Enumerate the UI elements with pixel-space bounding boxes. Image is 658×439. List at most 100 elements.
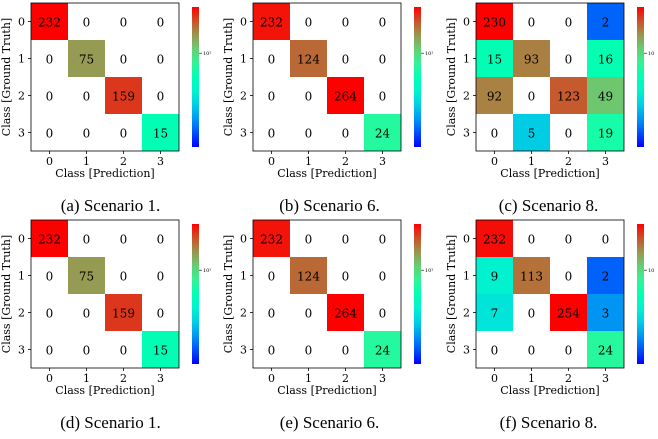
cell-value-label: 0: [342, 53, 350, 67]
cell-value-label: 0: [268, 307, 276, 321]
cell-value-label: 0: [342, 127, 350, 141]
heatmap-cell: [513, 294, 550, 331]
y-tick-label: 3: [240, 127, 247, 140]
heatmap-cell: [290, 257, 327, 294]
cell-value-label: 0: [379, 307, 387, 321]
caption-c: (c) Scenario 8.: [498, 196, 599, 215]
cell-value-label: 0: [83, 233, 91, 247]
cell-value-label: 0: [157, 233, 165, 247]
y-tick-label: 1: [463, 270, 470, 283]
y-tick-label: 2: [463, 90, 470, 103]
cell-value-label: 0: [157, 53, 165, 67]
heatmap-cell: [290, 114, 327, 151]
heatmap-cell: [327, 257, 364, 294]
heatmap-cell: [31, 3, 68, 40]
heatmap-cell: [364, 294, 401, 331]
cell-value-label: 0: [305, 127, 313, 141]
cell-value-label: 0: [46, 307, 54, 321]
heatmap-cell: [587, 40, 624, 77]
heatmap-cell: [587, 114, 624, 151]
heatmap-cell: [68, 220, 105, 257]
heatmap-cell: [105, 331, 142, 368]
cell-value-label: 0: [157, 307, 165, 321]
colorbar: [637, 224, 644, 364]
cell-value-label: 254: [557, 307, 580, 321]
heatmap-cell: [31, 114, 68, 151]
heatmap-cell: [513, 114, 550, 151]
cell-value-label: 0: [491, 344, 499, 358]
matrix-frame: [475, 2, 625, 152]
x-tick-label: 1: [305, 372, 312, 385]
x-tick-label: 3: [157, 155, 164, 168]
heatmap-cell: [253, 220, 290, 257]
cell-value-label: 0: [46, 90, 54, 104]
cell-value-label: 0: [379, 233, 387, 247]
heatmap-cell: [105, 3, 142, 40]
cell-value-label: 0: [120, 53, 128, 67]
cell-value-label: 0: [46, 344, 54, 358]
matrix-frame: [30, 219, 180, 369]
heatmap-cell: [327, 40, 364, 77]
x-tick-label: 2: [120, 372, 127, 385]
cell-value-label: 0: [157, 16, 165, 30]
colorbar-tick-label: 10²: [425, 51, 433, 57]
y-tick-label: 0: [463, 16, 470, 29]
heatmap-cell: [31, 331, 68, 368]
x-axis-label: Class [Prediction]: [500, 384, 599, 397]
cell-value-label: 0: [157, 270, 165, 284]
heatmap-cell: [550, 77, 587, 114]
cell-value-label: 3: [602, 307, 610, 321]
colorbar-tick-label: 10²: [203, 268, 211, 274]
heatmap-cell: [68, 40, 105, 77]
x-tick-label: 2: [120, 155, 127, 168]
heatmap-cell: [68, 3, 105, 40]
heatmap-cell: [31, 40, 68, 77]
cell-value-label: 0: [342, 344, 350, 358]
heatmap-cell: [290, 77, 327, 114]
x-tick-label: 3: [379, 155, 386, 168]
cell-value-label: 0: [491, 127, 499, 141]
heatmap-cell: [142, 114, 179, 151]
heatmap-cell: [290, 294, 327, 331]
cell-value-label: 0: [46, 127, 54, 141]
cell-value-label: 0: [305, 233, 313, 247]
cell-value-label: 0: [83, 16, 91, 30]
cell-value-label: 2: [602, 270, 610, 284]
heatmap-cell: [253, 294, 290, 331]
cell-value-label: 0: [305, 344, 313, 358]
cell-value-label: 159: [112, 90, 135, 104]
cell-value-label: 92: [487, 90, 502, 104]
cell-value-label: 75: [79, 270, 94, 284]
cell-value-label: 0: [268, 53, 276, 67]
heatmap-cell: [327, 77, 364, 114]
heatmap-cell: [587, 331, 624, 368]
heatmap-cell: [142, 3, 179, 40]
x-tick-label: 0: [491, 372, 498, 385]
y-tick-label: 3: [18, 127, 25, 140]
colorbar-tick-label: 10: [648, 51, 654, 57]
cell-value-label: 0: [528, 344, 536, 358]
caption-e: (e) Scenario 6.: [279, 413, 380, 432]
heatmap-cell: [327, 114, 364, 151]
heatmap-cell: [142, 331, 179, 368]
y-tick-label: 1: [18, 53, 25, 66]
y-tick-label: 2: [18, 307, 25, 320]
x-tick-label: 3: [602, 372, 609, 385]
x-tick-label: 3: [602, 155, 609, 168]
cell-value-label: 0: [602, 233, 610, 247]
heatmap-cell: [587, 77, 624, 114]
cell-value-label: 0: [565, 127, 573, 141]
cell-value-label: 264: [334, 307, 357, 321]
cell-value-label: 0: [565, 270, 573, 284]
y-axis-label: Class [Ground Truth]: [445, 18, 458, 136]
heatmap-cell: [550, 114, 587, 151]
cell-value-label: 0: [342, 233, 350, 247]
heatmap-cell: [364, 3, 401, 40]
heatmap-cell: [290, 331, 327, 368]
heatmap-cell: [364, 257, 401, 294]
cell-value-label: 113: [520, 270, 543, 284]
heatmap-cell: [513, 3, 550, 40]
